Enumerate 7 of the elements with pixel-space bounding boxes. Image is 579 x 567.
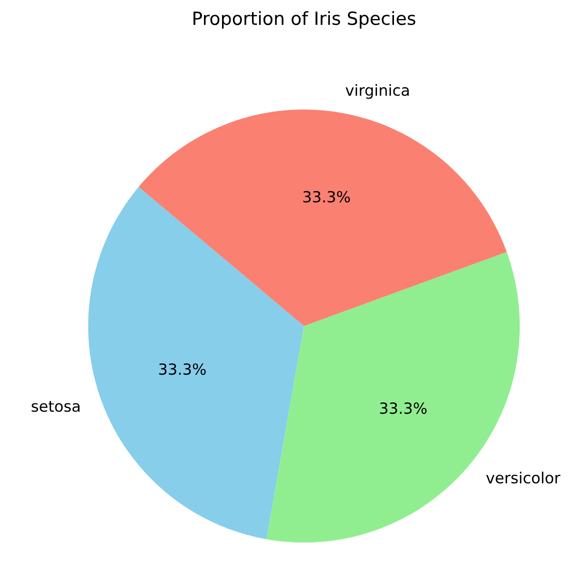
slice-label: versicolor — [486, 472, 560, 484]
data-label: 33.3% — [380, 402, 427, 414]
slice-label: virginica — [346, 84, 409, 99]
data-label: 33.3% — [159, 363, 206, 375]
chart-title: Proportion of Iris Species — [194, 11, 416, 29]
data-label: 33.3% — [303, 190, 350, 203]
slice-label: setosa — [32, 400, 80, 412]
